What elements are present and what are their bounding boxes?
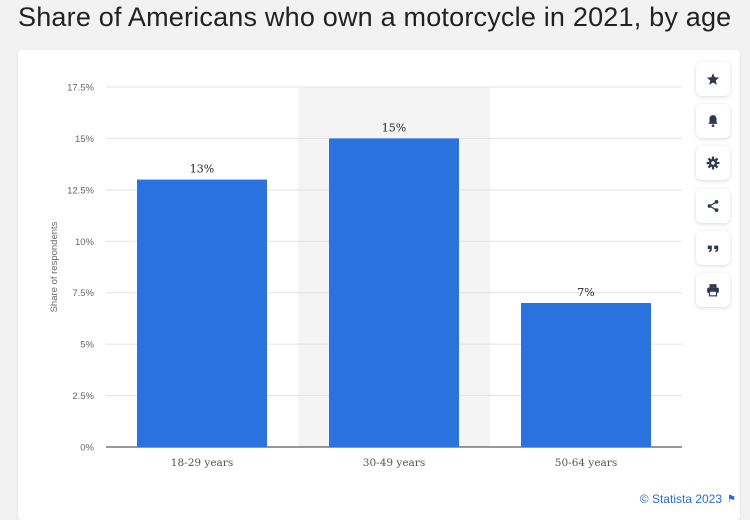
x-tick-label: 50-64 years — [555, 457, 617, 469]
favorite-button[interactable] — [696, 62, 730, 96]
share-button[interactable] — [696, 189, 730, 223]
data-label: 13% — [190, 163, 214, 176]
y-tick-label: 15% — [75, 134, 95, 145]
bar — [329, 138, 459, 447]
bar — [521, 303, 651, 447]
x-tick-label: 30-49 years — [363, 457, 425, 469]
bar — [137, 179, 267, 448]
gear-icon — [706, 156, 720, 170]
bell-icon — [708, 115, 718, 128]
y-tick-label: 17.5% — [67, 83, 94, 94]
y-tick-label: 7.5% — [72, 288, 94, 299]
y-tick-label: 2.5% — [72, 391, 94, 402]
notification-button[interactable] — [696, 104, 730, 138]
quote-icon — [707, 245, 719, 253]
flag-icon: ⚑ — [727, 493, 736, 505]
share-icon — [707, 200, 719, 212]
data-label: 15% — [382, 121, 406, 134]
credit-text: © Statista 2023 — [639, 492, 723, 506]
y-tick-label: 0% — [80, 443, 94, 454]
print-icon — [707, 284, 719, 297]
statista-credit-link[interactable]: © Statista 2023 ⚑ — [640, 492, 736, 506]
x-tick-label: 18-29 years — [171, 457, 233, 469]
cite-button[interactable] — [696, 231, 730, 265]
star-icon — [706, 73, 720, 85]
page-title: Share of Americans who own a motorcycle … — [18, 2, 732, 32]
data-label: 7% — [577, 286, 594, 299]
y-axis-label: Share of respondents — [49, 221, 60, 312]
y-tick-label: 5% — [80, 340, 94, 351]
settings-button[interactable] — [696, 146, 730, 180]
bar-chart: 0% 2.5% 5% 7.5% 10% 12.5% 15% 17.5% Share of res… — [49, 83, 682, 469]
y-tick-label: 10% — [75, 237, 95, 248]
chart-card: 0% 2.5% 5% 7.5% 10% 12.5% 15% 17.5% Share of res… — [18, 50, 740, 520]
print-button[interactable] — [696, 273, 730, 307]
y-tick-label: 12.5% — [67, 185, 94, 196]
